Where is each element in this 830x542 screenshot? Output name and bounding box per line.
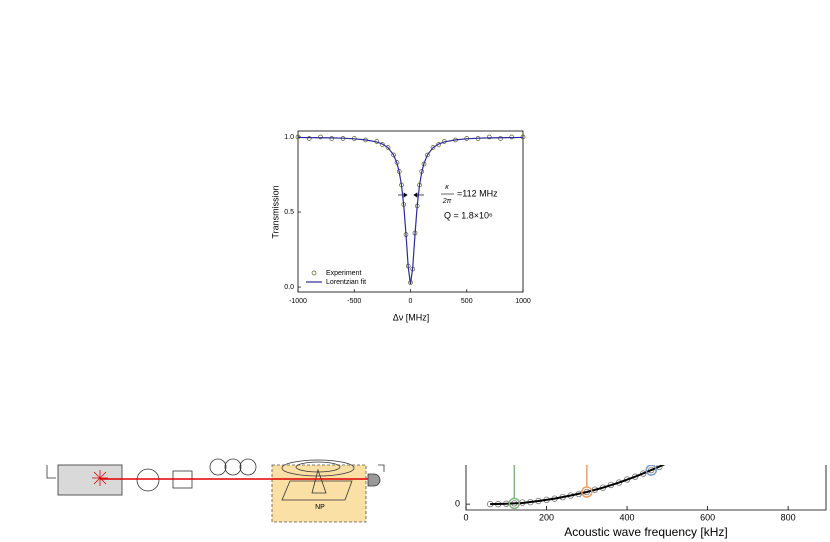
data-point xyxy=(306,136,312,141)
x-tick-label: 500 xyxy=(461,298,473,305)
data-point xyxy=(498,136,503,141)
annotation-denominator: 2π xyxy=(442,198,452,205)
plot-frame xyxy=(465,465,827,511)
x-tick-label: 800 xyxy=(781,512,796,522)
data-point xyxy=(380,142,385,147)
y-tick-label: 0.0 xyxy=(284,284,294,291)
legend-label: Experiment xyxy=(326,270,361,277)
highlight-point xyxy=(645,465,657,476)
data-point xyxy=(425,152,430,158)
x-tick-label: 600 xyxy=(700,512,715,522)
x-tick-label: 200 xyxy=(539,512,554,522)
fit-curve xyxy=(490,465,666,506)
y-tick-label: 0.5 xyxy=(284,209,294,216)
legend-marker xyxy=(311,270,317,276)
fit-line xyxy=(297,136,524,285)
legend-label: Lorentzian fit xyxy=(326,279,366,286)
x-tick-label: 0 xyxy=(463,512,468,522)
x-tick-label: 400 xyxy=(620,512,635,522)
data-point xyxy=(385,145,391,150)
x-tick-label: 0 xyxy=(409,298,413,305)
data-point xyxy=(430,145,436,150)
highlight-point xyxy=(508,497,521,510)
plot-area xyxy=(486,465,666,510)
annotation-numerator: κ xyxy=(445,184,449,191)
annotation-text: =112 MHz xyxy=(457,188,498,198)
x-tick-label: 1000 xyxy=(515,298,531,305)
y-axis-label: Transmission xyxy=(270,185,280,238)
setup-diagram xyxy=(46,458,385,523)
x-tick-label: -1000 xyxy=(289,298,307,305)
data-point xyxy=(436,142,441,147)
data-point xyxy=(486,134,492,140)
x-tick-label: -500 xyxy=(347,298,361,305)
highlight-point xyxy=(581,486,593,498)
y-tick-label: 0 xyxy=(455,499,460,509)
data-point xyxy=(318,134,323,140)
diagram-label: NP xyxy=(315,504,325,511)
data-point xyxy=(391,152,396,158)
y-tick-label: 1.0 xyxy=(284,134,294,141)
x-axis-label: Δν [MHz] xyxy=(393,312,430,322)
x-axis-label: Acoustic wave frequency [kHz] xyxy=(564,525,727,539)
annotation-q: Q = 1.8×10⁶ xyxy=(444,210,493,220)
